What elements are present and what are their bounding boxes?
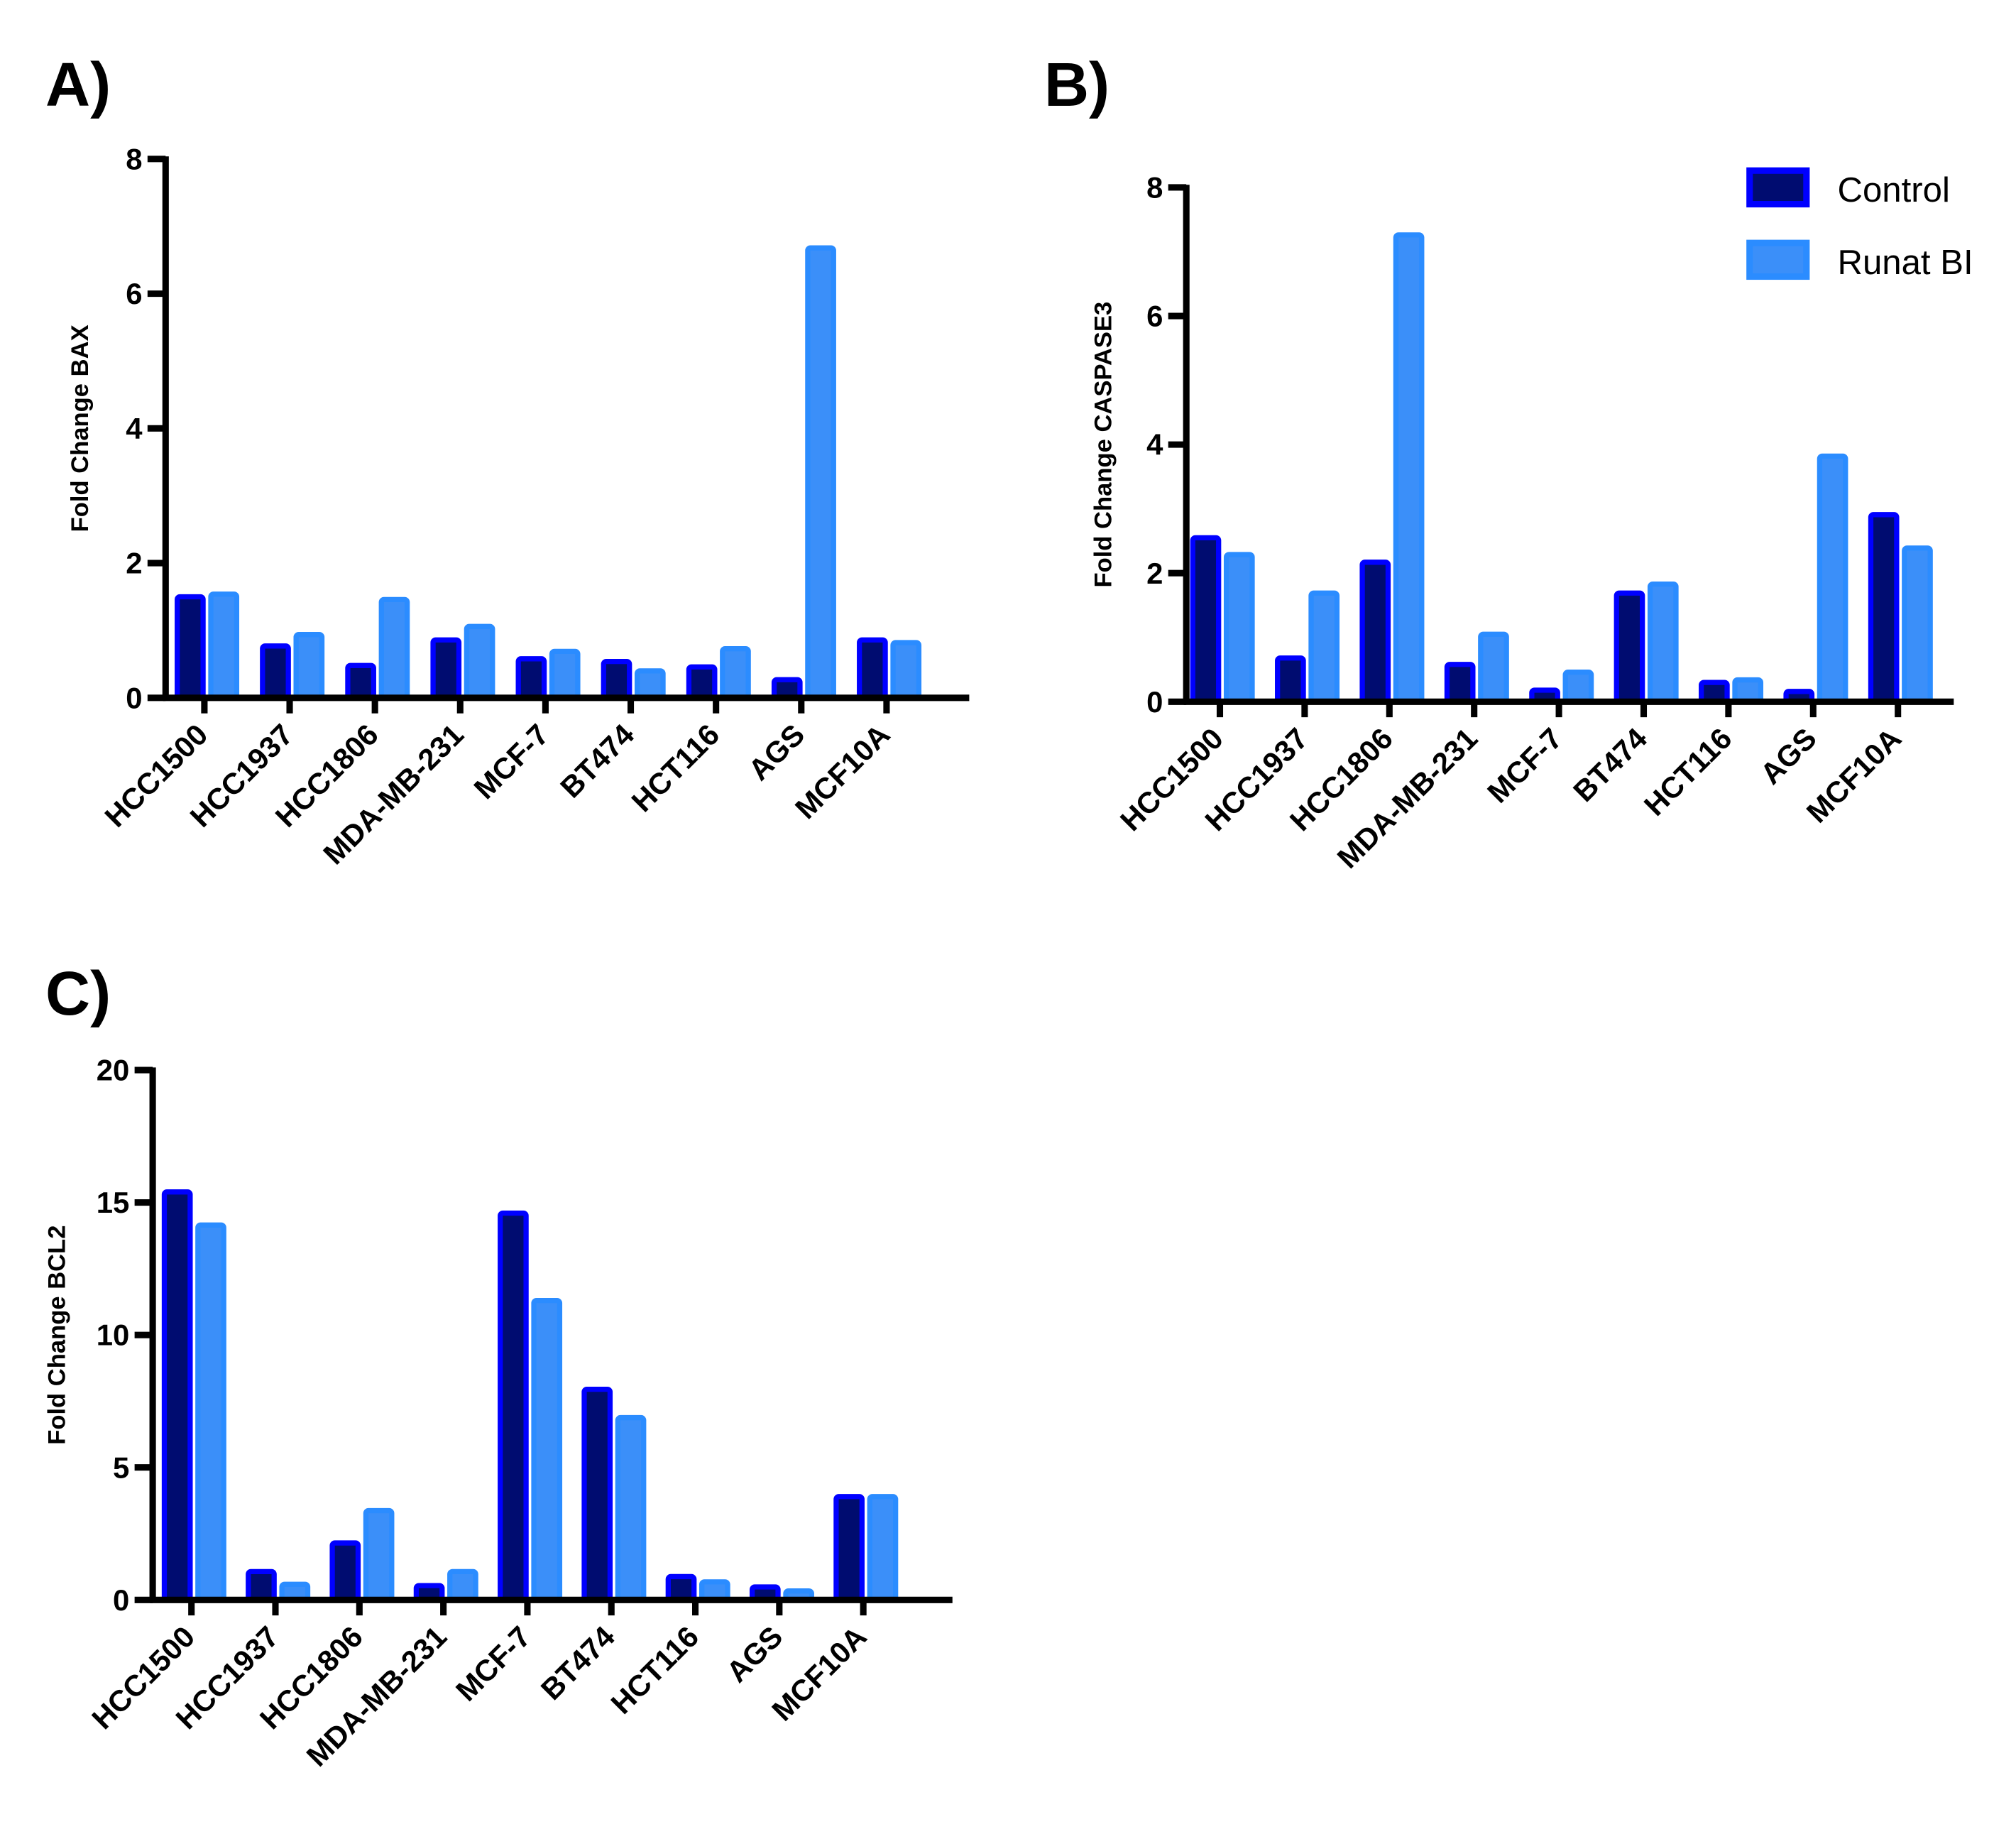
chart-panel-1: B)HCC1500HCC1937HCC1806MDA-MB-231MCF-7BT… bbox=[1044, 50, 1954, 875]
x-tick-label: MCF-7 bbox=[449, 1620, 537, 1708]
bar-runat-2 bbox=[1393, 232, 1425, 704]
y-tick-label: 10 bbox=[97, 1319, 130, 1352]
bar-runat-0 bbox=[1223, 552, 1255, 704]
bar-control-5 bbox=[601, 658, 632, 701]
bar-runat-1 bbox=[293, 632, 325, 701]
bar-runat-3 bbox=[1478, 631, 1509, 704]
bar-control-8 bbox=[1868, 512, 1900, 704]
bar-runat-7 bbox=[805, 245, 836, 701]
y-tick-label: 2 bbox=[126, 547, 142, 580]
bar-control-6 bbox=[686, 664, 718, 701]
bar-runat-0 bbox=[195, 1222, 226, 1603]
x-tick-label: MCF10A bbox=[789, 718, 897, 826]
y-tick-label: 4 bbox=[126, 412, 143, 445]
bar-runat-7 bbox=[1817, 453, 1848, 704]
x-tick-label: AGS bbox=[742, 718, 811, 787]
bar-control-3 bbox=[430, 637, 462, 701]
bar-control-6 bbox=[665, 1573, 697, 1603]
bar-control-2 bbox=[1359, 560, 1391, 704]
bar-runat-3 bbox=[464, 623, 495, 701]
y-tick-label: 0 bbox=[126, 681, 142, 714]
bar-control-1 bbox=[246, 1568, 277, 1603]
bar-runat-2 bbox=[363, 1507, 395, 1603]
bar-control-3 bbox=[1444, 662, 1476, 704]
bar-runat-8 bbox=[890, 640, 922, 701]
panel-label: A) bbox=[45, 50, 111, 119]
y-axis-label: Fold Change BAX bbox=[67, 324, 94, 532]
bar-runat-0 bbox=[208, 591, 240, 701]
y-axis-label: Fold Change BCL2 bbox=[43, 1226, 70, 1445]
y-axis-label: Fold Change CASPASE3 bbox=[1090, 302, 1117, 588]
bar-control-1 bbox=[260, 643, 291, 701]
bar-control-4 bbox=[515, 656, 547, 701]
bar-control-8 bbox=[833, 1494, 865, 1603]
panel-label: C) bbox=[45, 959, 111, 1028]
y-tick-label: 4 bbox=[1146, 428, 1163, 462]
chart-panel-0: A)HCC1500HCC1937HCC1806MDA-MB-231MCF-7BT… bbox=[45, 50, 970, 871]
x-tick-label: AGS bbox=[720, 1620, 789, 1688]
bar-control-0 bbox=[1190, 535, 1222, 704]
bar-runat-5 bbox=[1647, 581, 1679, 704]
legend-label-control: Control bbox=[1838, 171, 1950, 209]
bar-runat-5 bbox=[615, 1414, 647, 1603]
panel-label: B) bbox=[1044, 50, 1110, 119]
bar-runat-6 bbox=[1732, 677, 1764, 704]
bar-control-5 bbox=[1614, 590, 1645, 704]
bar-runat-4 bbox=[531, 1298, 563, 1603]
y-tick-label: 0 bbox=[1146, 685, 1163, 719]
bar-control-1 bbox=[1275, 655, 1306, 704]
bar-runat-8 bbox=[867, 1494, 899, 1603]
y-tick-label: 6 bbox=[1146, 300, 1163, 333]
y-tick-label: 8 bbox=[1146, 170, 1163, 204]
bar-control-2 bbox=[345, 662, 376, 701]
bar-control-0 bbox=[175, 594, 206, 701]
x-tick-label: HCT116 bbox=[1638, 721, 1738, 822]
y-tick-label: 2 bbox=[1146, 557, 1163, 590]
bar-control-0 bbox=[161, 1189, 193, 1603]
x-tick-label: HCT116 bbox=[604, 1620, 705, 1720]
bar-runat-5 bbox=[634, 668, 666, 701]
bar-runat-1 bbox=[1308, 590, 1340, 704]
bar-runat-4 bbox=[1562, 670, 1594, 704]
bar-control-2 bbox=[329, 1540, 361, 1603]
y-tick-label: 8 bbox=[126, 142, 142, 175]
y-tick-label: 15 bbox=[97, 1186, 130, 1219]
chart-panel-2: C)HCC1500HCC1937HCC1806MDA-MB-231MCF-7BT… bbox=[43, 959, 953, 1773]
bar-runat-8 bbox=[1902, 545, 1933, 704]
bar-runat-2 bbox=[378, 596, 410, 701]
y-tick-label: 5 bbox=[113, 1451, 129, 1484]
bar-control-4 bbox=[498, 1210, 529, 1603]
x-tick-label: AGS bbox=[1754, 721, 1823, 790]
bar-runat-4 bbox=[549, 648, 581, 701]
bar-runat-3 bbox=[447, 1568, 478, 1603]
x-tick-label: MCF-7 bbox=[1481, 721, 1569, 809]
y-tick-label: 20 bbox=[97, 1054, 130, 1087]
legend-swatch-control bbox=[1746, 167, 1810, 208]
legend: Control Runat BI bbox=[1746, 167, 1973, 282]
bar-control-8 bbox=[857, 637, 888, 701]
y-tick-label: 0 bbox=[113, 1583, 129, 1617]
bar-runat-6 bbox=[720, 645, 751, 701]
legend-swatch-runat bbox=[1746, 239, 1810, 280]
y-tick-label: 6 bbox=[126, 277, 142, 310]
legend-label-runat: Runat BI bbox=[1838, 244, 1973, 282]
x-tick-label: MCF-7 bbox=[467, 718, 555, 806]
x-tick-label: HCT116 bbox=[625, 718, 725, 819]
bar-control-5 bbox=[581, 1387, 613, 1603]
